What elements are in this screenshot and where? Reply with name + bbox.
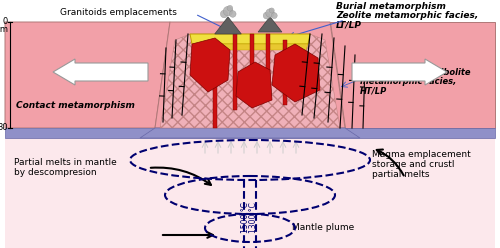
Polygon shape <box>213 44 217 128</box>
Text: 0: 0 <box>3 18 8 27</box>
Circle shape <box>266 9 274 17</box>
Text: LT/LP: LT/LP <box>336 20 362 29</box>
Polygon shape <box>155 22 345 128</box>
Text: partial melts: partial melts <box>372 170 430 179</box>
Circle shape <box>227 5 233 11</box>
Polygon shape <box>5 22 170 128</box>
Text: Magma emplacement: Magma emplacement <box>372 150 471 159</box>
Circle shape <box>269 8 274 13</box>
Text: 30: 30 <box>0 124 8 132</box>
Polygon shape <box>330 22 495 128</box>
Polygon shape <box>160 34 340 128</box>
Text: storage and crustl: storage and crustl <box>372 160 454 169</box>
Circle shape <box>230 11 236 17</box>
Polygon shape <box>250 34 254 95</box>
Polygon shape <box>140 128 360 138</box>
Circle shape <box>263 12 270 19</box>
Polygon shape <box>236 62 272 108</box>
Polygon shape <box>190 34 310 44</box>
Circle shape <box>272 13 277 19</box>
Text: Contact metamorphism: Contact metamorphism <box>16 100 135 110</box>
Text: Mantle plume: Mantle plume <box>292 223 354 233</box>
Text: Granulite - Amphibolite: Granulite - Amphibolite <box>360 68 470 77</box>
Text: Partial melts in mantle: Partial melts in mantle <box>14 158 117 167</box>
Circle shape <box>223 6 233 16</box>
Polygon shape <box>5 138 495 248</box>
Polygon shape <box>214 17 242 34</box>
Text: 1300 °C: 1300 °C <box>250 203 258 233</box>
Text: 1500 °C: 1500 °C <box>242 203 250 233</box>
Text: Zeolite metamorphic facies,: Zeolite metamorphic facies, <box>336 11 478 20</box>
Polygon shape <box>233 34 237 110</box>
Text: Granitoids emplacements: Granitoids emplacements <box>60 8 176 17</box>
Polygon shape <box>190 38 230 92</box>
Text: HT/LP: HT/LP <box>360 86 387 95</box>
Text: metamorphic facies,: metamorphic facies, <box>360 77 456 86</box>
Polygon shape <box>192 44 308 50</box>
Text: by descompresion: by descompresion <box>14 168 96 177</box>
Text: km: km <box>0 26 8 34</box>
Polygon shape <box>283 40 287 105</box>
Text: Burial metamorphism: Burial metamorphism <box>336 2 446 11</box>
Polygon shape <box>266 34 270 80</box>
Polygon shape <box>258 17 282 32</box>
Circle shape <box>220 10 228 18</box>
FancyArrow shape <box>53 59 148 85</box>
FancyArrow shape <box>352 59 447 85</box>
Polygon shape <box>272 44 320 102</box>
Polygon shape <box>5 128 495 138</box>
